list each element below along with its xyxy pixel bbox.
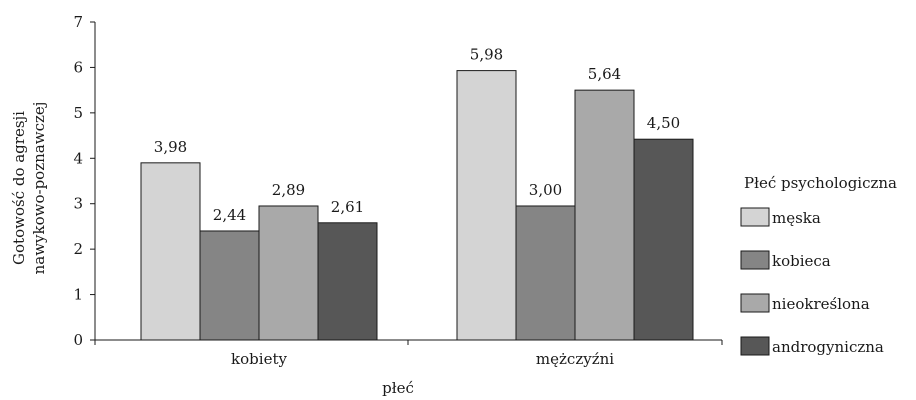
y-tick-label: 7 — [73, 13, 83, 31]
bar-kobiety-2 — [199, 230, 260, 341]
legend: Płeć psychologiczna męska kobieca nieokreś… — [740, 174, 897, 356]
bar-kobiety-4 — [317, 222, 378, 341]
x-axis-title: płeć — [382, 379, 414, 397]
legend-label: męska — [772, 209, 821, 227]
data-label: 2,61 — [331, 198, 364, 216]
y-axis-title-line-2: nawykowo-poznawczej — [30, 102, 48, 275]
legend-label: androgyniczna — [772, 338, 884, 356]
bar-mezczyzni-4 — [633, 138, 694, 341]
data-label: 3,98 — [154, 138, 187, 156]
y-tick-label: 5 — [73, 104, 83, 122]
data-label: 2,44 — [213, 206, 246, 224]
category-labels: kobiety mężczyźni — [231, 350, 614, 368]
y-tick-label: 6 — [73, 58, 83, 76]
data-label: 3,00 — [529, 181, 562, 199]
legend-swatch — [740, 250, 770, 270]
legend-swatch — [740, 336, 770, 356]
y-axis: 0 1 2 3 4 5 6 7 — [73, 13, 96, 349]
bar-kobiety-3 — [258, 205, 319, 341]
data-label: 4,50 — [647, 114, 680, 132]
category-label: kobiety — [231, 350, 287, 368]
bars — [140, 70, 694, 341]
bar-kobiety-1 — [140, 162, 201, 341]
y-axis-title-line-1: Gotowość do agresji — [10, 111, 28, 265]
bar-mezczyzni-1 — [456, 70, 517, 341]
legend-label: nieokreślona — [772, 295, 870, 313]
bar-mezczyzni-2 — [515, 205, 576, 341]
data-label: 5,64 — [588, 65, 621, 83]
y-tick-label: 4 — [73, 149, 83, 167]
legend-swatch — [740, 207, 770, 227]
y-tick-label: 0 — [73, 331, 83, 349]
data-label: 5,98 — [470, 46, 503, 64]
legend-swatch — [740, 293, 770, 313]
data-label: 2,89 — [272, 181, 305, 199]
y-tick-label: 1 — [73, 286, 83, 304]
y-tick-label: 3 — [73, 195, 83, 213]
y-tick-label: 2 — [73, 240, 83, 258]
x-axis — [94, 339, 723, 345]
legend-label: kobieca — [772, 252, 831, 270]
category-label: mężczyźni — [536, 350, 614, 368]
legend-title: Płeć psychologiczna — [744, 174, 897, 192]
bar-mezczyzni-3 — [574, 89, 635, 341]
data-labels: 3,98 2,44 2,89 2,61 5,98 3,00 5,64 4,50 — [154, 46, 680, 224]
y-axis-title: Gotowość do agresji nawykowo-poznawczej — [10, 102, 48, 275]
